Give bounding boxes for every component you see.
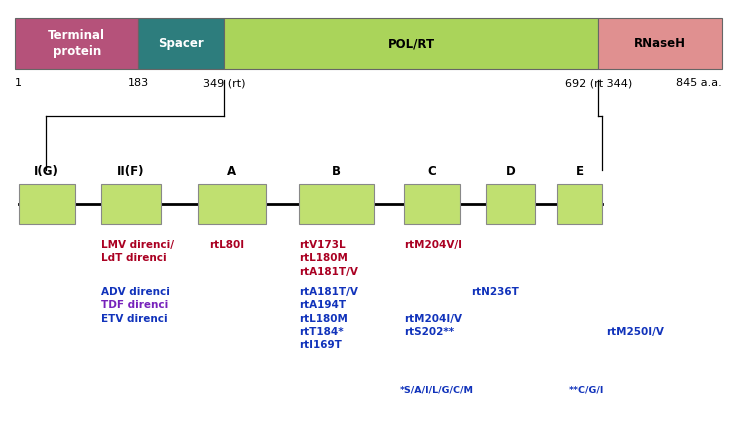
Text: rtS202**: rtS202**: [404, 327, 454, 337]
FancyBboxPatch shape: [486, 184, 535, 224]
Text: RNaseH: RNaseH: [634, 37, 686, 50]
FancyBboxPatch shape: [557, 184, 602, 224]
Text: rtM204I/V: rtM204I/V: [404, 314, 462, 323]
Text: B: B: [332, 165, 341, 178]
Text: rtI169T: rtI169T: [299, 340, 342, 350]
Text: rtM204V/I: rtM204V/I: [404, 240, 462, 250]
FancyBboxPatch shape: [19, 184, 75, 224]
FancyBboxPatch shape: [299, 184, 374, 224]
Text: rtV173L: rtV173L: [299, 240, 346, 250]
FancyBboxPatch shape: [101, 184, 161, 224]
Text: **C/G/I: **C/G/I: [568, 385, 604, 394]
Text: A: A: [227, 165, 236, 178]
Text: rtA181T/V: rtA181T/V: [299, 267, 358, 276]
Text: 349 (rt): 349 (rt): [203, 78, 245, 88]
Text: rtM250I/V: rtM250I/V: [606, 327, 663, 337]
Text: C: C: [428, 165, 436, 178]
FancyBboxPatch shape: [138, 18, 224, 69]
Text: E: E: [576, 165, 583, 178]
Text: rtL80I: rtL80I: [209, 240, 245, 250]
Text: LdT direnci: LdT direnci: [101, 253, 167, 263]
Text: rtL180M: rtL180M: [299, 314, 348, 323]
Text: LMV direnci/: LMV direnci/: [101, 240, 174, 250]
FancyBboxPatch shape: [404, 184, 460, 224]
Text: 183: 183: [128, 78, 149, 88]
Text: 1: 1: [15, 78, 22, 88]
Text: D: D: [506, 165, 515, 178]
Text: POL/RT: POL/RT: [387, 37, 435, 50]
Text: Terminal
protein: Terminal protein: [48, 29, 105, 58]
Text: rtA181T/V: rtA181T/V: [299, 287, 358, 297]
Text: ADV direnci: ADV direnci: [101, 287, 170, 297]
Text: rtT184*: rtT184*: [299, 327, 344, 337]
Text: TDF direnci: TDF direnci: [101, 300, 168, 310]
Text: rtA194T: rtA194T: [299, 300, 346, 310]
FancyBboxPatch shape: [598, 18, 722, 69]
Text: 692 (rt 344): 692 (rt 344): [565, 78, 632, 88]
Text: Spacer: Spacer: [159, 37, 204, 50]
Text: ETV direnci: ETV direnci: [101, 314, 168, 323]
Text: rtL180M: rtL180M: [299, 253, 348, 263]
Text: rtN236T: rtN236T: [471, 287, 519, 297]
FancyBboxPatch shape: [15, 18, 138, 69]
FancyBboxPatch shape: [198, 184, 266, 224]
Text: *S/A/I/L/G/C/M: *S/A/I/L/G/C/M: [400, 385, 474, 394]
FancyBboxPatch shape: [224, 18, 598, 69]
Text: I(G): I(G): [34, 165, 59, 178]
Text: 845 a.a.: 845 a.a.: [676, 78, 722, 88]
Text: II(F): II(F): [117, 165, 144, 178]
